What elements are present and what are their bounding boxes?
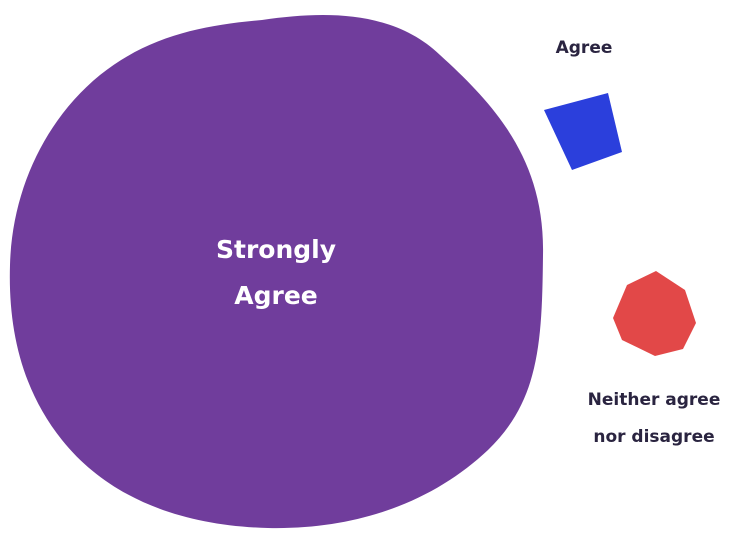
label-strongly-agree-line1: Strongly [216, 235, 336, 264]
label-neither-line1: Neither agree [588, 390, 721, 410]
bubble-neither[interactable] [613, 271, 696, 356]
label-agree: Agree [556, 38, 613, 58]
bubble-agree[interactable] [544, 93, 622, 170]
bubble-strongly-agree[interactable] [9, 15, 544, 529]
label-neither-line2: nor disagree [593, 427, 714, 447]
label-strongly-agree-line2: Agree [234, 281, 317, 310]
